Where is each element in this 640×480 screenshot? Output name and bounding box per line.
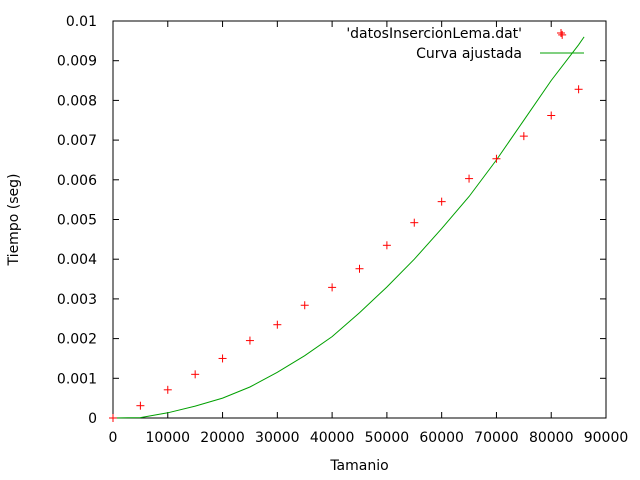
data-point <box>191 370 200 379</box>
y-tick-label: 0.002 <box>57 332 97 348</box>
y-tick-label: 0.006 <box>57 173 97 189</box>
data-point <box>382 241 391 250</box>
legend-swatch-marker <box>557 29 565 37</box>
data-point <box>519 132 528 141</box>
y-tick-label: 0.009 <box>57 54 97 70</box>
x-tick-label: 50000 <box>365 430 410 446</box>
y-axis-label: Tiempo (seg) <box>6 174 22 267</box>
data-point <box>109 414 117 422</box>
x-tick-label: 60000 <box>419 430 464 446</box>
data-point <box>410 218 419 227</box>
data-point <box>558 30 567 39</box>
data-point <box>547 111 556 120</box>
y-tick-label: 0.008 <box>57 93 97 109</box>
x-tick-label: 10000 <box>146 430 191 446</box>
data-point <box>300 301 309 310</box>
data-point <box>328 283 337 292</box>
y-tick-label: 0.003 <box>57 292 97 308</box>
data-point <box>465 174 474 183</box>
x-tick-label: 40000 <box>310 430 355 446</box>
data-point <box>574 85 583 94</box>
data-point <box>492 154 501 163</box>
series-line-fitted-curve <box>112 36 585 419</box>
y-tick-label: 0.004 <box>57 252 97 268</box>
x-tick-label: 30000 <box>255 430 300 446</box>
data-point <box>136 401 145 410</box>
data-point <box>273 320 282 329</box>
y-tick-label: 0.005 <box>57 213 97 229</box>
y-tick-label: 0.001 <box>57 371 97 387</box>
data-point <box>437 197 446 206</box>
x-tick-label: 70000 <box>474 430 519 446</box>
y-tick-label: 0.01 <box>66 14 97 30</box>
x-tick-label: 20000 <box>200 430 245 446</box>
data-point <box>355 264 364 273</box>
x-axis-label: Tamanio <box>329 458 388 474</box>
data-point <box>163 385 172 394</box>
legend-label: 'datosInsercionLema.dat' <box>346 26 522 42</box>
x-tick-label: 80000 <box>529 430 574 446</box>
y-tick-label: 0.007 <box>57 133 97 149</box>
data-point <box>218 354 227 363</box>
y-tick-label: 0 <box>88 411 97 427</box>
x-tick-label: 90000 <box>584 430 629 446</box>
data-point <box>245 336 254 345</box>
x-tick-label: 0 <box>109 430 118 446</box>
legend-label: Curva ajustada <box>416 46 522 62</box>
